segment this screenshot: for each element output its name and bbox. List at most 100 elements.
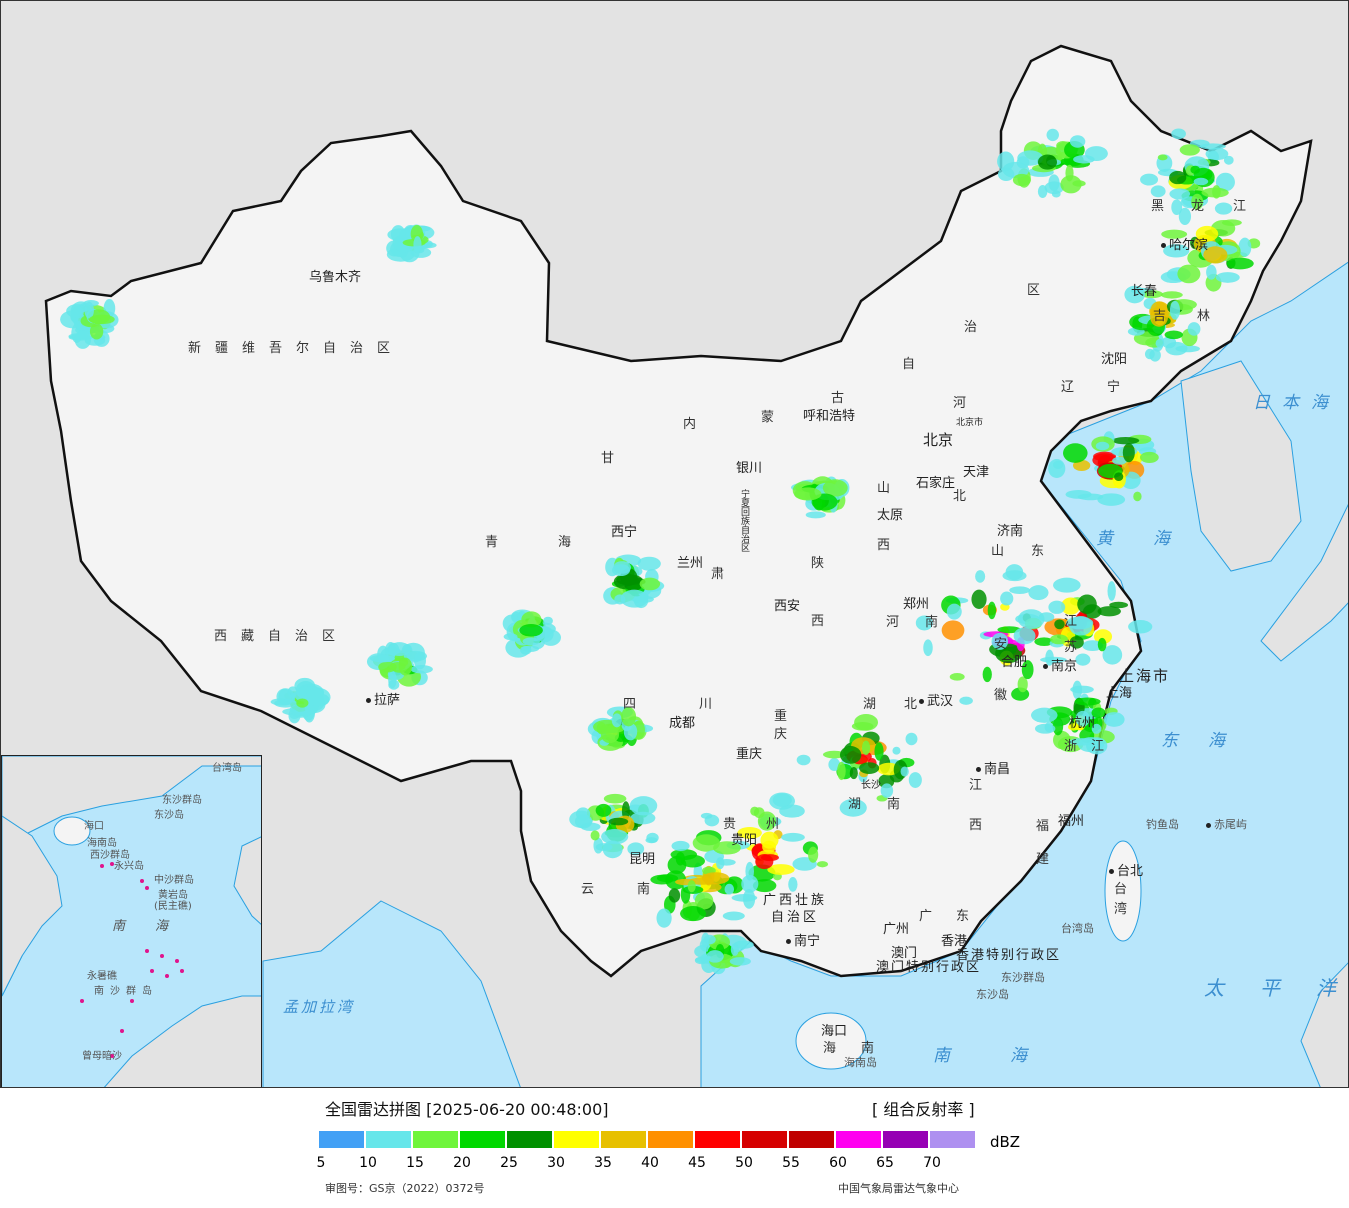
province-label: 宁夏回族自治区 xyxy=(741,490,751,554)
radar-echo xyxy=(788,877,798,892)
radar-echo xyxy=(1063,443,1088,463)
radar-echo xyxy=(1012,173,1031,187)
city-label: 昆明 xyxy=(629,852,656,867)
radar-echo xyxy=(89,323,104,340)
city-label: 长沙 xyxy=(861,780,881,791)
city-label: 福州 xyxy=(1058,814,1085,829)
radar-echo xyxy=(805,511,826,519)
province-label: 东 xyxy=(956,909,984,924)
radar-echo xyxy=(854,713,879,731)
radar-echo xyxy=(580,822,601,832)
radar-echo xyxy=(915,615,933,631)
radar-echo xyxy=(1102,645,1123,665)
radar-echo xyxy=(1169,170,1187,185)
radar-echo xyxy=(503,633,518,641)
korea-peninsula xyxy=(1180,360,1302,572)
city-label: 拉萨 xyxy=(366,694,400,707)
radar-echo xyxy=(859,762,880,774)
radar-echo xyxy=(762,840,777,853)
province-label: 河 xyxy=(953,396,981,411)
radar-echo xyxy=(1114,472,1124,481)
radar-echo xyxy=(1215,272,1240,283)
sea-label: 日本海 xyxy=(1253,393,1340,413)
unit-label: dBZ xyxy=(990,1133,1021,1151)
province-label: 自治区 xyxy=(771,910,820,925)
city-label: 赤尾屿 xyxy=(1206,819,1247,830)
radar-echo xyxy=(949,673,965,681)
radar-echo xyxy=(1133,491,1142,502)
source-label: 中国气象局雷达气象中心 xyxy=(838,1182,959,1195)
province-label: 南 xyxy=(887,797,915,812)
inset-label: 台湾岛 xyxy=(212,763,242,774)
radar-echo xyxy=(675,851,685,866)
radar-echo xyxy=(274,699,298,708)
radar-echo xyxy=(74,330,92,349)
radar-echo xyxy=(608,817,629,826)
inset-label: (民主礁) xyxy=(154,901,192,912)
sea-bengal xyxy=(262,900,521,1087)
scale-tick-label: 15 xyxy=(406,1155,424,1171)
province-label: 西 xyxy=(811,614,839,629)
radar-echo xyxy=(1193,177,1209,186)
radar-echo xyxy=(1164,330,1183,340)
radar-echo xyxy=(1065,164,1074,182)
radar-echo xyxy=(1046,128,1059,142)
radar-echo xyxy=(1066,616,1094,630)
radar-echo xyxy=(1082,640,1104,652)
hainan-island xyxy=(795,1012,867,1070)
radar-echo xyxy=(1179,144,1200,156)
city-label: 南宁 xyxy=(786,935,820,948)
radar-echo xyxy=(808,846,819,863)
radar-echo xyxy=(1140,173,1159,186)
province-label: 南 xyxy=(925,615,953,630)
radar-echo xyxy=(991,632,1009,650)
province-label: 四 xyxy=(623,697,697,712)
city-label: 上海 xyxy=(1106,686,1133,701)
approval-number: 审图号：GS京（2022）0372号 xyxy=(325,1182,485,1195)
radar-echo xyxy=(1061,597,1081,615)
province-label: 州 xyxy=(766,817,794,832)
province-label: 庆 xyxy=(774,727,802,742)
radar-echo xyxy=(1205,147,1229,161)
radar-echo xyxy=(1122,443,1135,463)
radar-echo xyxy=(1223,155,1234,165)
radar-echo xyxy=(296,698,309,708)
city-label: 成都 xyxy=(669,716,696,731)
radar-echo xyxy=(781,832,805,842)
radar-echo xyxy=(1048,600,1066,614)
province-label: 广 xyxy=(919,909,947,924)
radar-echo xyxy=(289,703,317,716)
city-label: 台北 xyxy=(1109,865,1143,878)
radar-echo xyxy=(369,654,396,663)
scale-tick-label: 45 xyxy=(688,1155,706,1171)
city-label: 澳门特别行政区 xyxy=(876,960,982,975)
radar-echo xyxy=(1139,451,1159,463)
radar-echo xyxy=(892,746,901,755)
radar-echo xyxy=(982,666,992,683)
radar-echo xyxy=(1037,154,1058,170)
radar-echo xyxy=(1067,723,1080,731)
radar-echo xyxy=(1160,291,1183,299)
city-label: 香港 xyxy=(941,934,968,949)
radar-echo xyxy=(519,623,543,637)
province-label: 江 xyxy=(969,778,997,793)
radar-echo xyxy=(614,594,626,605)
radar-echo xyxy=(1073,155,1095,164)
radar-echo xyxy=(946,603,962,620)
inset-label: 南沙群岛 xyxy=(94,986,158,997)
province-label: 北 xyxy=(953,489,981,504)
radar-echo xyxy=(590,830,600,841)
radar-echo xyxy=(1109,601,1129,609)
radar-echo xyxy=(908,772,922,788)
radar-echo xyxy=(975,570,986,583)
province-label: 湖 xyxy=(848,797,876,812)
sea-label: 东海 xyxy=(1161,731,1255,751)
radar-echo xyxy=(997,151,1015,172)
province-label: 北 xyxy=(904,697,932,712)
city-label: 北京市 xyxy=(956,418,984,428)
radar-echo xyxy=(621,707,637,727)
radar-echo xyxy=(1161,229,1188,239)
radar-echo xyxy=(1070,685,1094,694)
radar-echo xyxy=(1074,697,1101,706)
radar-echo xyxy=(706,950,724,963)
